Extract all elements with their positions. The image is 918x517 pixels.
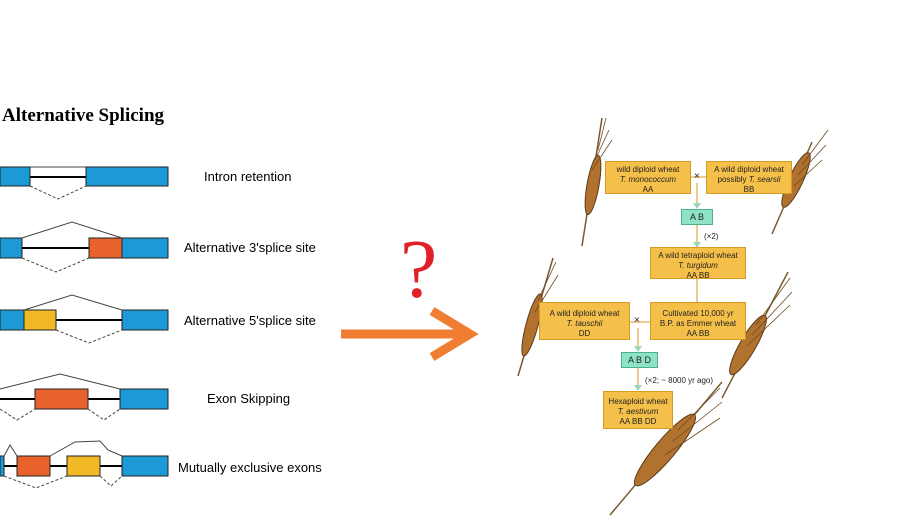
wheat-ear-icon [581, 117, 613, 247]
exon-left [0, 309, 25, 331]
slide-title: Alternative Splicing [2, 105, 165, 126]
label-intron-retention: Intron retention [204, 169, 292, 184]
question-mark: ? [400, 223, 438, 316]
alt-3-splice-diagram [0, 221, 169, 273]
genome-ab: A B [681, 209, 713, 225]
doubling-note-2: (×2; ~ 8000 yr ago) [645, 376, 714, 385]
box-aestivum: Hexaploid wheat T. aestivum AA BB DD [603, 391, 673, 429]
label-exon-skipping: Exon Skipping [207, 391, 291, 406]
intron-retention-diagram [0, 166, 169, 200]
wheat-connectors [630, 176, 706, 391]
mutually-exclusive-diagram [0, 440, 169, 489]
alt-5-splice-diagram [0, 294, 169, 344]
wheat-ear-icon [609, 381, 723, 516]
box-emmer: Cultivated 10,000 yr B.P. as Emmer wheat… [650, 302, 746, 340]
wheat-ear-icon [517, 257, 559, 377]
exon-right [119, 388, 169, 410]
genome-abd: A B D [621, 352, 658, 368]
alt-exon-1 [16, 455, 51, 477]
skipped-exon [34, 388, 89, 410]
alt-exon [88, 237, 123, 259]
exon-right [85, 166, 169, 187]
cross-symbol: × [694, 171, 700, 182]
label-alt-5-splice: Alternative 5'splice site [184, 313, 316, 328]
exon-left [0, 455, 5, 477]
alt-exon [23, 309, 57, 331]
doubling-note-1: (×2) [704, 232, 719, 241]
cross-symbol-2: × [634, 315, 640, 326]
exon-right [121, 237, 169, 259]
label-mutually-exclusive: Mutually exclusive exons [178, 460, 322, 475]
box-turgidum: A wild tetraploid wheat T. turgidum AA B… [650, 247, 746, 280]
alt-exon-2 [66, 455, 101, 477]
exon-left [0, 237, 23, 259]
big-arrow-icon [341, 307, 479, 361]
box-searsii: A wild diploid wheat possibly T. searsii… [706, 161, 792, 194]
exon-skipping-diagram [0, 373, 169, 421]
box-monococcum: wild diploid wheat T. monococcum AA [605, 161, 691, 194]
exon-right [121, 455, 169, 477]
exon-right [121, 309, 169, 331]
label-alt-3-splice: Alternative 3'splice site [184, 240, 316, 255]
wheat-ear-icon [721, 271, 793, 399]
box-tauschii: A wild diploid wheat T. tauschii DD [539, 302, 630, 340]
exon-left [0, 166, 31, 187]
